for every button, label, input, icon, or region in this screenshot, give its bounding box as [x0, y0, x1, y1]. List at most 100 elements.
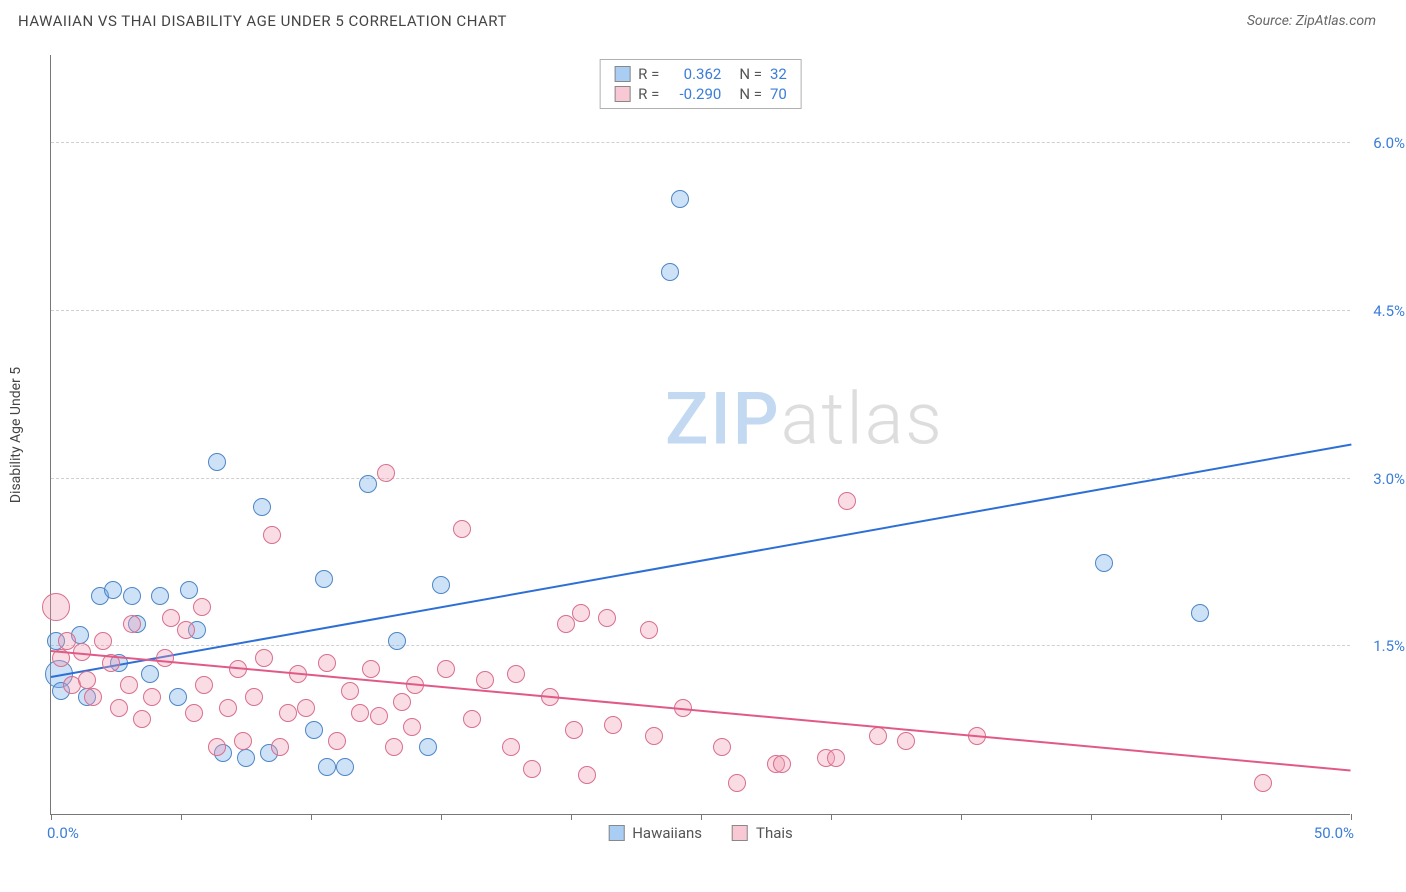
- x-tick: [181, 814, 182, 820]
- x-tick: [1351, 814, 1352, 820]
- y-tick-label: 3.0%: [1355, 470, 1405, 488]
- x-tick: [311, 814, 312, 820]
- legend-label: Hawaiians: [632, 824, 702, 842]
- data-point: [502, 738, 520, 756]
- data-point: [388, 632, 406, 650]
- data-point: [523, 760, 541, 778]
- data-point: [263, 526, 281, 544]
- data-point: [869, 727, 887, 745]
- data-point: [237, 749, 255, 767]
- data-point: [305, 721, 323, 739]
- r-value: -0.290: [667, 85, 721, 103]
- watermark: ZIPatlas: [665, 377, 944, 462]
- data-point: [838, 492, 856, 510]
- data-point: [640, 621, 658, 639]
- data-point: [78, 671, 96, 689]
- data-point: [253, 498, 271, 516]
- legend-item: Hawaiians: [608, 824, 702, 842]
- data-point: [507, 665, 525, 683]
- data-point: [328, 732, 346, 750]
- legend-swatch: [608, 825, 624, 841]
- data-point: [123, 587, 141, 605]
- data-point: [169, 688, 187, 706]
- x-tick: [1091, 814, 1092, 820]
- data-point: [120, 676, 138, 694]
- watermark-zip: ZIP: [665, 377, 781, 462]
- data-point: [336, 758, 354, 776]
- data-point: [162, 609, 180, 627]
- data-point: [362, 660, 380, 678]
- data-point: [318, 654, 336, 672]
- series-swatch: [614, 86, 630, 102]
- x-tick: [701, 814, 702, 820]
- data-point: [279, 704, 297, 722]
- legend-swatch: [732, 825, 748, 841]
- x-tick: [571, 814, 572, 820]
- data-point: [123, 615, 141, 633]
- data-point: [385, 738, 403, 756]
- series-swatch: [614, 66, 630, 82]
- data-point: [432, 576, 450, 594]
- data-point: [557, 615, 575, 633]
- data-point: [572, 604, 590, 622]
- x-tick: [1221, 814, 1222, 820]
- r-label: R =: [638, 85, 659, 103]
- data-point: [208, 738, 226, 756]
- scatter-chart: ZIPatlas Disability Age Under 5 0.0% 50.…: [50, 55, 1350, 815]
- data-point: [297, 699, 315, 717]
- n-value: 70: [770, 85, 787, 103]
- data-point: [897, 732, 915, 750]
- data-point: [193, 598, 211, 616]
- data-point: [143, 688, 161, 706]
- y-tick-label: 4.5%: [1355, 302, 1405, 320]
- data-point: [437, 660, 455, 678]
- legend-item: Thais: [732, 824, 793, 842]
- data-point: [1191, 604, 1209, 622]
- data-point: [773, 755, 791, 773]
- data-point: [245, 688, 263, 706]
- legend: Hawaiians Thais: [608, 824, 793, 842]
- data-point: [578, 766, 596, 784]
- data-point: [180, 581, 198, 599]
- data-point: [463, 710, 481, 728]
- data-point: [661, 263, 679, 281]
- data-point: [195, 676, 213, 694]
- data-point: [208, 453, 226, 471]
- data-point: [1254, 774, 1272, 792]
- data-point: [94, 632, 112, 650]
- data-point: [476, 671, 494, 689]
- data-point: [133, 710, 151, 728]
- r-value: 0.362: [667, 65, 721, 83]
- x-axis-max-label: 50.0%: [1314, 824, 1354, 842]
- y-axis-title: Disability Age Under 5: [8, 366, 24, 502]
- data-point: [1095, 554, 1113, 572]
- data-point: [671, 190, 689, 208]
- legend-label: Thais: [756, 824, 793, 842]
- header: HAWAIIAN VS THAI DISABILITY AGE UNDER 5 …: [0, 0, 1406, 38]
- data-point: [177, 621, 195, 639]
- data-point: [370, 707, 388, 725]
- data-point: [141, 665, 159, 683]
- data-point: [156, 649, 174, 667]
- gridline: [51, 310, 1350, 311]
- data-point: [403, 718, 421, 736]
- watermark-atlas: atlas: [781, 377, 944, 462]
- gridline: [51, 645, 1350, 646]
- chart-title: HAWAIIAN VS THAI DISABILITY AGE UNDER 5 …: [18, 12, 507, 30]
- y-tick-label: 6.0%: [1355, 134, 1405, 152]
- x-tick: [831, 814, 832, 820]
- data-point: [42, 593, 70, 621]
- source-label: Source: ZipAtlas.com: [1247, 13, 1376, 29]
- data-point: [453, 520, 471, 538]
- data-point: [604, 716, 622, 734]
- data-point: [359, 475, 377, 493]
- data-point: [713, 738, 731, 756]
- data-point: [393, 693, 411, 711]
- x-tick: [961, 814, 962, 820]
- data-point: [341, 682, 359, 700]
- stats-row: R =-0.290N =70: [614, 84, 787, 104]
- data-point: [645, 727, 663, 745]
- stats-row: R =0.362N =32: [614, 64, 787, 84]
- data-point: [84, 688, 102, 706]
- data-point: [351, 704, 369, 722]
